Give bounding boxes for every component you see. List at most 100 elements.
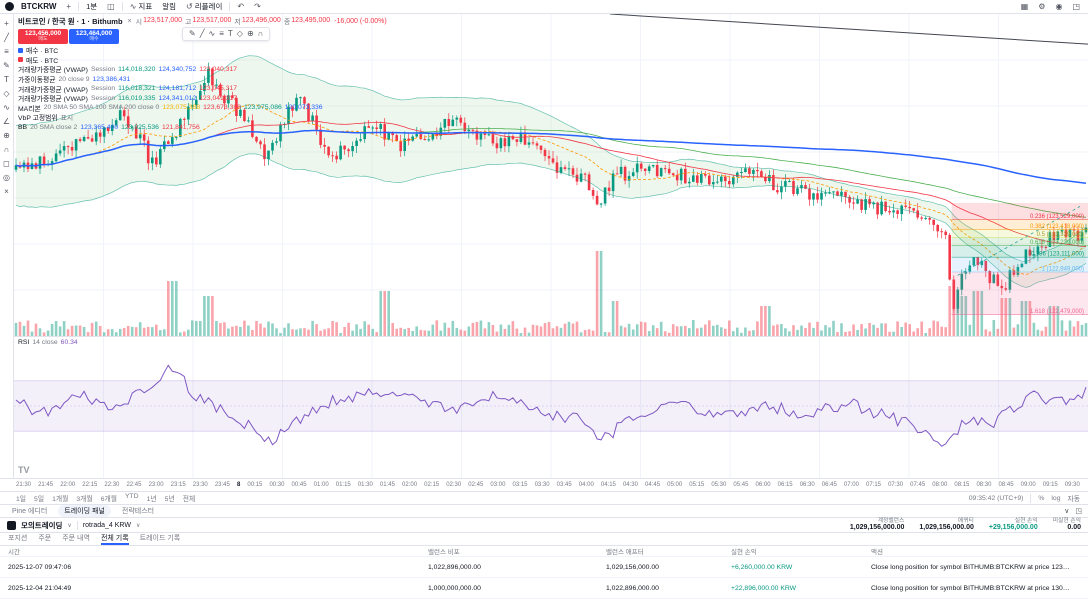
redo-icon[interactable]: ↷ bbox=[254, 1, 261, 11]
account-select[interactable]: rotrada_4 KRW bbox=[82, 521, 131, 529]
crosshair-tool-icon[interactable]: + bbox=[4, 19, 9, 28]
brush-tool-icon[interactable]: ✎ bbox=[3, 61, 10, 70]
column-header[interactable]: 액션 bbox=[871, 549, 883, 556]
replay-button[interactable]: ↺ 리플레이 bbox=[186, 1, 223, 11]
range-button[interactable]: 5년 bbox=[164, 496, 175, 503]
panel-tab[interactable]: Pine 에디터 bbox=[12, 508, 48, 515]
draw-zoom-icon[interactable]: ⊕ bbox=[246, 29, 254, 38]
interval-button[interactable]: 1분 bbox=[86, 2, 98, 11]
compare-add-icon[interactable]: + bbox=[66, 1, 72, 11]
indicator-legend-row[interactable]: 거래량가중평균 (VWAP) Session 116,019,335 124,341,… bbox=[18, 94, 387, 104]
subtab[interactable]: 주문 내역 bbox=[62, 535, 90, 542]
chart-type-icon[interactable]: ◫ bbox=[107, 1, 115, 11]
sell-button[interactable]: 123,456,000 매도 bbox=[18, 29, 68, 44]
draw-magnet-icon[interactable]: ∩ bbox=[257, 29, 264, 38]
account-stat: 미실현 손익 0.00 bbox=[1053, 518, 1081, 532]
indicator-legend-row[interactable]: VbP 고정범위 표시 bbox=[18, 113, 387, 122]
auto-scale-button[interactable]: 자동 bbox=[1067, 496, 1080, 503]
percent-scale-button[interactable]: % bbox=[1038, 494, 1045, 502]
snapshot-camera-icon[interactable]: ◉ bbox=[1055, 1, 1063, 11]
close-icon[interactable]: × bbox=[127, 18, 132, 25]
time-label: 23:30 bbox=[192, 482, 208, 488]
time-label: 21:45 bbox=[38, 482, 54, 488]
table-row[interactable]: 2025-12-04 21:04:49 1,000,000,000.00 1,022… bbox=[0, 578, 1088, 599]
menu-avatar[interactable] bbox=[5, 2, 14, 11]
indicator-legend-row[interactable]: 거래량가중평균 (VWAP) Session 114,018,320 124,340,… bbox=[18, 65, 387, 75]
column-header[interactable]: 밸런스 애프터 bbox=[606, 549, 644, 556]
subtab[interactable]: 주문 bbox=[38, 535, 52, 542]
measure-tool-icon[interactable]: ∠ bbox=[2, 117, 11, 126]
forecast-tool-icon[interactable]: ∿ bbox=[3, 103, 10, 112]
table-row[interactable]: 2025-12-07 09:47:06 1,022,896,000.00 1,029… bbox=[0, 557, 1088, 578]
time-label: 05:30 bbox=[711, 482, 727, 488]
draw-text-icon[interactable]: T bbox=[227, 29, 233, 38]
pattern-tool-icon[interactable]: ◇ bbox=[3, 89, 10, 98]
alert-button[interactable]: 알림 bbox=[162, 2, 177, 11]
draw-wave-icon[interactable]: ∿ bbox=[208, 29, 216, 38]
subtab[interactable]: 전체 기록 bbox=[100, 533, 129, 545]
rsi-legend[interactable]: RSI 14 close 60.34 bbox=[18, 339, 78, 346]
time-axis[interactable]: 21:30 21:45 22:00 22:15 22:30 22:45 23:00 23:15… bbox=[0, 478, 1088, 491]
stat-label: 실현 손익 bbox=[1014, 517, 1038, 524]
magnet-tool-icon[interactable]: ∩ bbox=[3, 145, 10, 154]
indicator-legend-row[interactable]: 매수 · BTC bbox=[18, 46, 387, 55]
hide-drawings-icon[interactable]: ◎ bbox=[3, 173, 10, 182]
fib-tool-icon[interactable]: ≡ bbox=[4, 47, 9, 56]
ohlc-pair: 시 123,517,000 bbox=[135, 16, 183, 26]
fib-retracement-drawing: 0.236 (123,529,000) 0.382 (123,418,000) 0.… bbox=[951, 203, 1088, 315]
time-label: 04:00 bbox=[578, 482, 594, 488]
range-button[interactable]: YTD bbox=[124, 493, 139, 500]
zoom-tool-icon[interactable]: ⊕ bbox=[3, 131, 10, 140]
indicators-button[interactable]: ∿ 지표 bbox=[129, 1, 153, 11]
indicator-legend-row[interactable]: MA리본 20 SMA 50 SMA 100 SMA 200 close 0 123… bbox=[18, 104, 387, 113]
range-button[interactable]: 5일 bbox=[34, 496, 45, 503]
indicator-legend-row[interactable]: 가중이동평균 20 close 9 123,386,431 bbox=[18, 75, 387, 85]
column-header[interactable]: 실현 손익 bbox=[731, 549, 757, 556]
undo-icon[interactable]: ↶ bbox=[237, 1, 245, 11]
range-button[interactable]: 전체 bbox=[182, 496, 196, 503]
range-button[interactable]: 6개월 bbox=[100, 496, 117, 503]
log-scale-button[interactable]: log bbox=[1051, 494, 1061, 502]
text-tool-icon[interactable]: T bbox=[4, 75, 9, 84]
trendline-tool-icon[interactable]: ╱ bbox=[4, 33, 9, 42]
subtab[interactable]: 포지션 bbox=[8, 535, 28, 542]
indicator-legend-row[interactable]: 매도 · BTC bbox=[18, 56, 387, 65]
price-chart[interactable]: 0.236 (123,529,000) 0.382 (123,418,000) 0.… bbox=[14, 14, 1088, 336]
remove-drawings-icon[interactable]: × bbox=[4, 187, 9, 196]
symbol-title[interactable]: 비트코인 / 한국 원 · 1 · Bithumb bbox=[18, 17, 123, 26]
fullscreen-icon[interactable]: ◳ bbox=[1072, 1, 1080, 11]
range-button[interactable]: 1년 bbox=[146, 496, 157, 503]
subtab[interactable]: 트레이드 기록 bbox=[139, 535, 181, 542]
collapse-panel-icon[interactable]: ∨ bbox=[1064, 508, 1070, 515]
range-button[interactable]: 3개월 bbox=[76, 496, 93, 503]
time-label: 01:00 bbox=[313, 482, 329, 488]
symbol-search-button[interactable]: BTCKRW bbox=[21, 2, 57, 11]
range-button[interactable]: 1일 bbox=[16, 496, 27, 503]
indicator-value: 116,018,321 bbox=[118, 85, 156, 93]
range-button[interactable]: 1개월 bbox=[52, 496, 69, 503]
settings-gear-icon[interactable]: ⚙ bbox=[1038, 1, 1046, 11]
draw-line-icon[interactable]: ╱ bbox=[199, 29, 205, 38]
draw-shape-icon[interactable]: ◇ bbox=[236, 29, 243, 38]
column-header[interactable]: 시간 bbox=[8, 549, 20, 556]
draw-fib-icon[interactable]: ≡ bbox=[219, 29, 224, 38]
trendline-drawing bbox=[610, 14, 1088, 45]
panel-tab[interactable]: 트레이딩 패널 bbox=[58, 505, 111, 517]
buy-button[interactable]: 123,464,000 매수 bbox=[69, 29, 119, 44]
draw-brush-icon[interactable]: ✎ bbox=[189, 29, 196, 38]
drawing-toolbar: + ╱ ≡ ✎ T ◇ ∿ ∠ ⊕ ∩ ◻ ◎ × bbox=[0, 14, 14, 478]
indicator-legend-row[interactable]: 거래량가중평균 (VWAP) Session 116,018,321 124,181,… bbox=[18, 84, 387, 94]
expand-panel-icon[interactable]: ◳ bbox=[1075, 508, 1082, 515]
indicator-legend-row[interactable]: BB 20 SMA close 2 123,365,400 123,925,536 12… bbox=[18, 123, 387, 132]
column-header[interactable]: 밸런스 비포 bbox=[428, 549, 460, 556]
time-label: 8 bbox=[236, 482, 241, 488]
history-table: 시간 밸런스 비포 밸런스 애프터 실현 손익 액션 2025-12-07 09:47:… bbox=[0, 545, 1088, 600]
indicator-value: 116,019,335 bbox=[118, 94, 156, 102]
panel-tab[interactable]: 전략테스터 bbox=[121, 508, 155, 515]
layout-grid-icon[interactable]: ▦ bbox=[1020, 1, 1029, 11]
clock-label[interactable]: 09:35:42 (UTC+9) bbox=[968, 494, 1024, 502]
rsi-pane[interactable] bbox=[14, 336, 1088, 478]
chart-area[interactable]: 0.236 (123,529,000) 0.382 (123,418,000) 0.… bbox=[14, 14, 1088, 478]
broker-select[interactable]: 모의트레이딩 bbox=[21, 520, 63, 530]
lock-tool-icon[interactable]: ◻ bbox=[3, 159, 10, 168]
